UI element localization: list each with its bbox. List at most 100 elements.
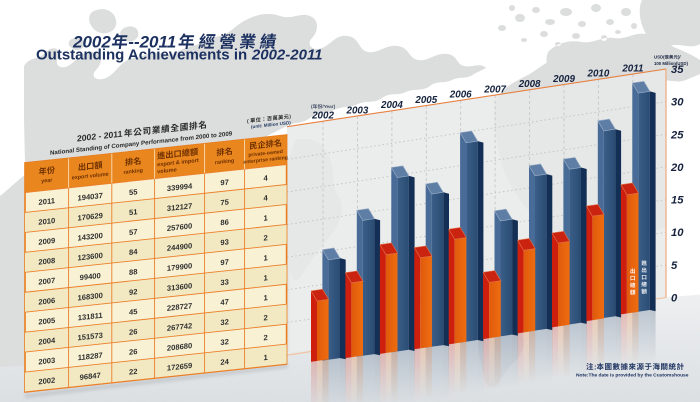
svg-text:2: 2 — [263, 313, 267, 322]
svg-text:97: 97 — [220, 257, 228, 267]
svg-text:2006: 2006 — [449, 90, 472, 101]
svg-text:2010: 2010 — [587, 69, 610, 80]
svg-text:2010: 2010 — [38, 216, 55, 227]
svg-text:2005: 2005 — [414, 95, 437, 106]
svg-text:57: 57 — [129, 227, 137, 237]
svg-text:194037: 194037 — [78, 191, 103, 203]
svg-text:1: 1 — [263, 293, 268, 303]
svg-text:10: 10 — [671, 227, 684, 239]
svg-text:172659: 172659 — [167, 361, 192, 373]
svg-text:2002: 2002 — [311, 111, 334, 122]
svg-text:Outstanding Achievements in: Outstanding Achievements in — [36, 46, 247, 63]
svg-text:1: 1 — [263, 273, 268, 283]
svg-text:47: 47 — [220, 297, 228, 307]
svg-text:private-owned: private-owned — [248, 149, 283, 159]
svg-text:year: year — [41, 177, 53, 184]
svg-text:1: 1 — [263, 213, 268, 223]
svg-text:2003: 2003 — [346, 105, 369, 116]
svg-text:35: 35 — [671, 64, 684, 76]
svg-text:208680: 208680 — [167, 341, 192, 353]
svg-text:26: 26 — [129, 327, 137, 337]
svg-text:131811: 131811 — [78, 311, 104, 323]
svg-text:2008: 2008 — [38, 256, 55, 267]
svg-text:2002: 2002 — [38, 376, 55, 387]
svg-text:244900: 244900 — [167, 241, 192, 253]
svg-text:99400: 99400 — [80, 271, 101, 282]
svg-text:ranking: ranking — [215, 158, 234, 166]
svg-text:55: 55 — [129, 187, 138, 197]
svg-text:75: 75 — [220, 197, 229, 207]
svg-text:export & import: export & import — [157, 158, 199, 168]
svg-text:51: 51 — [129, 207, 138, 217]
svg-text:45: 45 — [129, 307, 138, 317]
svg-text:88: 88 — [129, 267, 137, 277]
svg-text:2: 2 — [263, 333, 267, 342]
svg-text:20: 20 — [670, 162, 684, 174]
svg-text:2007: 2007 — [483, 84, 506, 95]
svg-text:100 Million(USD): 100 Million(USD) — [654, 61, 688, 66]
svg-text:2009: 2009 — [38, 236, 55, 247]
svg-text:2006: 2006 — [38, 296, 55, 307]
svg-text:2011: 2011 — [139, 33, 177, 52]
svg-text:volume: volume — [157, 167, 177, 175]
svg-text:5: 5 — [671, 260, 678, 272]
svg-text:4: 4 — [263, 193, 268, 203]
svg-text:2: 2 — [263, 233, 267, 242]
svg-text:2004: 2004 — [38, 336, 56, 347]
svg-text:313600: 313600 — [167, 281, 192, 293]
svg-text:USD(: USD( — [654, 55, 665, 60]
svg-text:118287: 118287 — [78, 351, 103, 363]
svg-text:2008: 2008 — [518, 79, 541, 90]
svg-text:312127: 312127 — [167, 201, 192, 213]
svg-text:32: 32 — [220, 337, 228, 347]
svg-text:Note:The date is provided by t: Note:The date is provided by the Customs… — [576, 373, 689, 379]
svg-text:179900: 179900 — [167, 261, 192, 273]
svg-text:92: 92 — [129, 287, 137, 297]
svg-text:84: 84 — [129, 247, 138, 257]
svg-text:(: ( — [247, 119, 249, 125]
svg-text:export volume: export volume — [72, 172, 109, 182]
svg-text:228727: 228727 — [167, 301, 192, 313]
svg-text:2002 - 2011: 2002 - 2011 — [77, 129, 123, 144]
svg-text:26: 26 — [129, 347, 137, 357]
svg-text:2011: 2011 — [621, 63, 643, 74]
svg-text:ranking: ranking — [123, 168, 142, 176]
svg-text:22: 22 — [129, 367, 137, 377]
svg-text:25: 25 — [670, 129, 684, 141]
svg-text:2002-2011: 2002-2011 — [251, 46, 323, 63]
svg-text:enterprise ranking: enterprise ranking — [243, 155, 287, 166]
svg-text:93: 93 — [220, 237, 228, 247]
svg-text:/Year): /Year) — [322, 104, 335, 109]
svg-text:(unit: Million USD): (unit: Million USD) — [251, 120, 291, 129]
svg-text:4: 4 — [263, 173, 268, 183]
svg-text:)/: )/ — [678, 55, 681, 60]
svg-text:(: ( — [311, 104, 313, 109]
svg-text:2005: 2005 — [38, 316, 56, 327]
svg-text:2007: 2007 — [38, 276, 55, 287]
svg-text:2004: 2004 — [380, 100, 403, 111]
svg-text::: : — [594, 362, 597, 371]
svg-text:2009: 2009 — [552, 74, 575, 85]
svg-text:151573: 151573 — [78, 331, 103, 343]
svg-text:170629: 170629 — [78, 211, 103, 223]
svg-text:30: 30 — [671, 97, 684, 109]
svg-text:143200: 143200 — [78, 231, 103, 243]
svg-text:97: 97 — [220, 178, 228, 188]
svg-text:24: 24 — [220, 357, 229, 367]
svg-text:2003: 2003 — [38, 356, 55, 367]
svg-text:2011: 2011 — [39, 196, 56, 207]
svg-text:267742: 267742 — [167, 321, 192, 333]
svg-text:): ) — [289, 114, 291, 120]
svg-text:339994: 339994 — [167, 181, 193, 193]
svg-text:123600: 123600 — [78, 251, 103, 263]
svg-text:2002: 2002 — [72, 33, 111, 52]
svg-text:168300: 168300 — [78, 291, 103, 303]
svg-text:257600: 257600 — [167, 221, 192, 233]
svg-text:32: 32 — [220, 317, 228, 327]
svg-text:1: 1 — [263, 353, 268, 363]
svg-text:86: 86 — [220, 217, 228, 227]
svg-text:--: -- — [128, 33, 140, 52]
svg-text:33: 33 — [220, 277, 228, 287]
svg-text:1: 1 — [263, 253, 268, 263]
svg-text:15: 15 — [671, 195, 684, 207]
